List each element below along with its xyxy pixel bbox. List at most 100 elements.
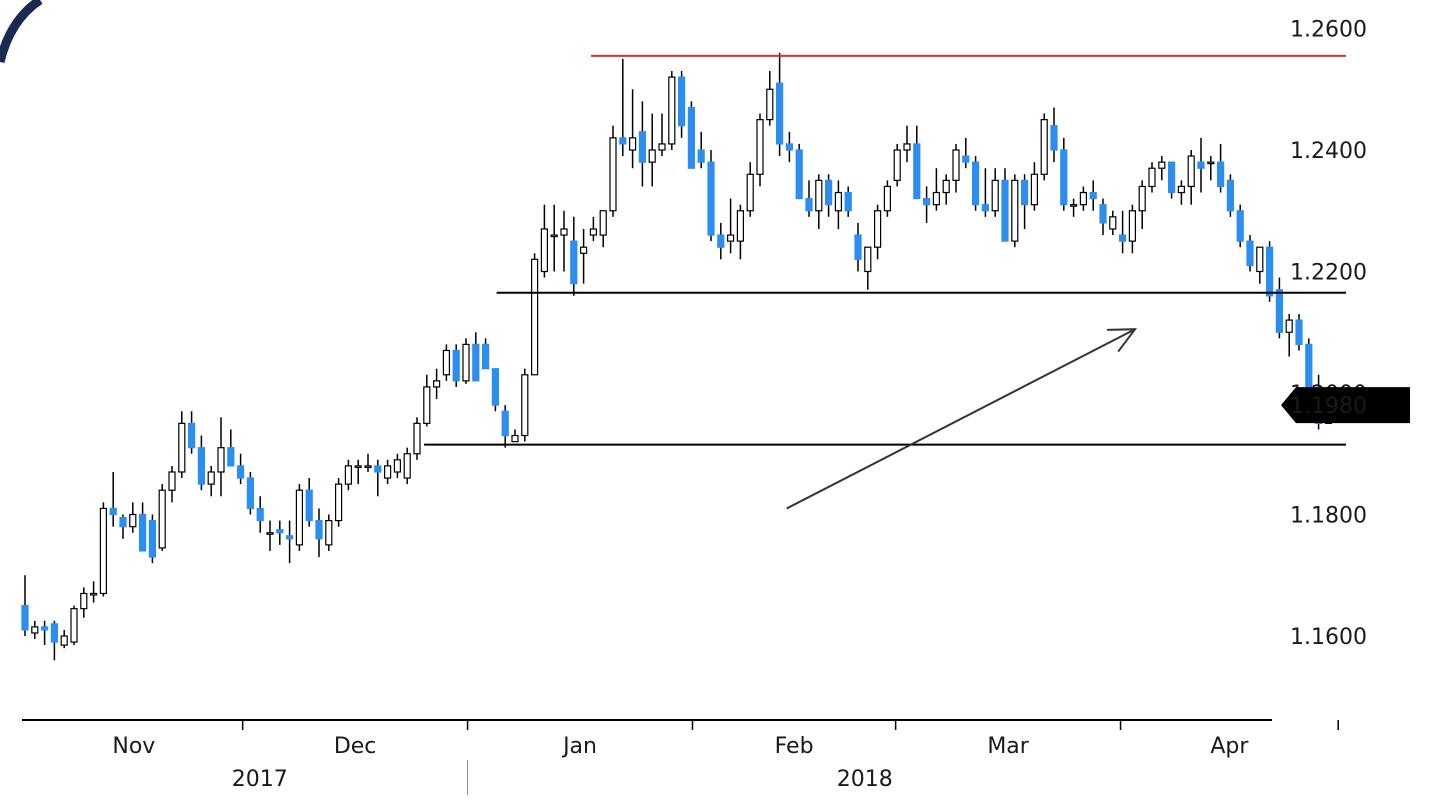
candle-up (129, 513, 137, 528)
last-price-tag-background (1281, 387, 1410, 424)
candle-down (1275, 289, 1284, 333)
y-tick-label: 1.1600 (1290, 625, 1367, 650)
candle-down (50, 623, 59, 643)
candle-up (384, 465, 392, 479)
candle-down (246, 477, 254, 510)
candle-down (1118, 234, 1127, 242)
candle-down (197, 447, 205, 485)
candle-down (775, 82, 784, 145)
candle-up (423, 386, 431, 424)
candle-down (1236, 210, 1244, 242)
candle-up (1177, 185, 1186, 194)
candle-down (237, 465, 245, 479)
candle-down (256, 507, 264, 522)
candle-up (1207, 161, 1215, 165)
candle-up (178, 422, 186, 473)
candle-down (1099, 204, 1107, 224)
candle-down (707, 161, 715, 236)
candles-group (21, 52, 1333, 661)
candle-down (21, 605, 29, 631)
candle-down (717, 234, 725, 248)
candle-down (286, 535, 294, 540)
candle-up (158, 489, 166, 549)
candle-up (1128, 210, 1137, 242)
candle-up (648, 149, 656, 163)
candle-down (1020, 179, 1029, 206)
candle-up (99, 507, 108, 595)
level-lines-group (424, 54, 1346, 446)
trend-arrow (786, 328, 1138, 510)
candle-up (579, 246, 588, 254)
x-month-label: Feb (775, 734, 814, 759)
y-tick-label: 1.2600 (1290, 18, 1367, 43)
candle-up (1030, 173, 1039, 206)
candle-up (873, 210, 882, 248)
candle-up (1285, 319, 1293, 333)
candle-up (393, 459, 401, 473)
candle-up (364, 465, 372, 468)
candle-down (1246, 240, 1254, 267)
candle-up (668, 76, 676, 145)
candle-up (756, 119, 764, 175)
candle-up (354, 465, 362, 468)
candle-down (305, 489, 313, 522)
candle-down (805, 198, 813, 212)
candle-up (550, 234, 558, 238)
candle-up (942, 179, 950, 194)
y-tick-label: 1.2200 (1290, 261, 1367, 286)
candle-up (344, 465, 352, 485)
candle-down (697, 149, 705, 163)
candle-up (413, 422, 421, 455)
arrow-shaft (786, 328, 1136, 510)
candle-down (501, 410, 509, 437)
candle-up (1079, 191, 1088, 206)
candle-down (1265, 246, 1274, 297)
candle-down (785, 143, 794, 151)
candle-down (619, 137, 627, 145)
candle-up (883, 185, 892, 212)
candle-down (971, 161, 980, 206)
candle-up (560, 228, 568, 236)
candle-up (540, 228, 549, 273)
candle-up (217, 447, 225, 473)
candle-up (207, 471, 215, 485)
candle-up (1040, 119, 1048, 175)
candle-down (922, 198, 931, 206)
candle-down (638, 131, 647, 163)
candle-up (746, 173, 754, 212)
candle-down (148, 519, 156, 558)
candle-up (403, 453, 411, 479)
candle-down (1167, 161, 1176, 194)
candle-up (736, 210, 745, 242)
candle-up (433, 380, 441, 388)
candle-up (834, 191, 843, 212)
candle-down (374, 465, 382, 473)
x-year-label: 2018 (837, 767, 893, 792)
candle-down (1060, 149, 1068, 206)
candle-up (295, 489, 303, 546)
candle-up (766, 88, 774, 121)
candle-up (893, 149, 901, 181)
candle-up (815, 179, 823, 212)
candle-up (609, 137, 617, 212)
candle-up (991, 179, 999, 212)
x-axis: Nov Dec Jan Feb Mar Apr 2017 2018 (22, 719, 1339, 795)
candle-up (932, 191, 941, 206)
x-month-label: Dec (334, 734, 377, 759)
candle-up (80, 592, 88, 610)
candle-up (1256, 246, 1264, 273)
y-tick-label: 1.2400 (1290, 139, 1367, 164)
candle-down (795, 149, 803, 200)
candle-down (854, 234, 862, 260)
candle-down (1295, 319, 1303, 346)
candle-down (482, 343, 490, 370)
last-price-tag: 1.1980 (1281, 387, 1410, 424)
candle-up (1109, 216, 1117, 230)
x-month-label: Nov (112, 734, 155, 759)
candle-down (315, 519, 323, 540)
candle-up (1011, 179, 1019, 242)
candle-up (442, 349, 450, 376)
x-month-label: Apr (1210, 734, 1249, 759)
candle-up (60, 635, 68, 646)
